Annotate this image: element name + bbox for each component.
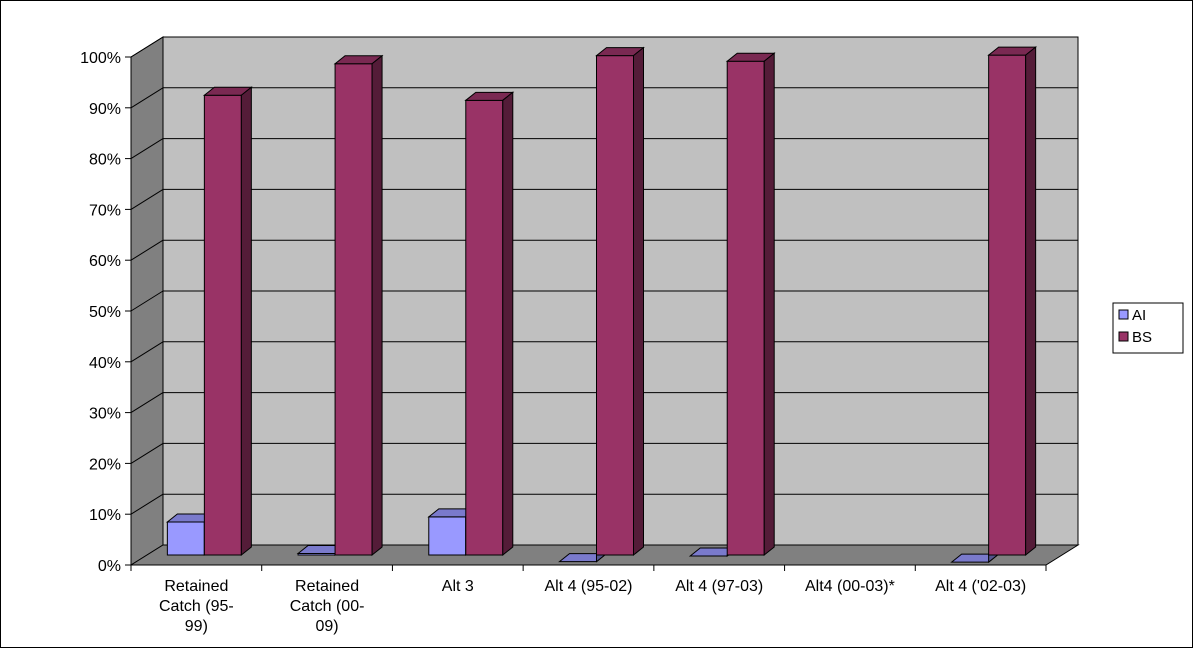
- bar-bs: [725, 52, 776, 557]
- bar-bs: [333, 54, 384, 557]
- gridline-side: [130, 87, 164, 109]
- y-tick-label: 20%: [89, 456, 121, 473]
- y-tick-label: 40%: [89, 355, 121, 372]
- x-tick-label: Alt 4 (97-03): [675, 578, 763, 595]
- legend-label: BS: [1132, 329, 1152, 346]
- y-tick-label: 60%: [89, 253, 121, 270]
- gridline-side: [130, 188, 164, 210]
- y-tick-label: 10%: [89, 507, 121, 524]
- x-tick-label: Alt 4 ('02-03): [935, 578, 1026, 595]
- x-tick-label: Retained Catch (95-99): [159, 578, 234, 635]
- bar-side: [1025, 46, 1037, 557]
- legend-label: AI: [1132, 307, 1146, 324]
- gridline-side: [130, 493, 164, 515]
- bar-front: [596, 55, 634, 556]
- x-tick-label: Alt 3: [442, 578, 474, 595]
- bar-front: [166, 521, 205, 556]
- gridline-side: [130, 442, 164, 464]
- bar-side: [763, 52, 775, 557]
- bar-front: [988, 54, 1027, 556]
- y-tick-label: 70%: [89, 202, 121, 219]
- gridline-side: [130, 138, 164, 160]
- gridline-side: [130, 36, 164, 58]
- x-tick-label: Alt4 (00-03)*: [805, 578, 895, 595]
- legend-swatch: [1118, 309, 1129, 320]
- y-tick-label: 30%: [89, 406, 121, 423]
- bar-side: [633, 46, 644, 557]
- y-tick-label: 90%: [89, 101, 121, 118]
- y-tick-labels: 0% 10% 20% 30% 40% 50% 60% 70% 80% 90% 100%: [80, 50, 121, 575]
- bar-side: [371, 54, 383, 557]
- y-tick-label: 50%: [89, 304, 121, 321]
- gridline-side: [130, 290, 164, 312]
- bar-side: [240, 86, 252, 557]
- gridline-side: [130, 239, 164, 261]
- bar-bs: [202, 86, 253, 557]
- x-tick-label: Alt 4 (95-02): [544, 578, 632, 595]
- y-tick-label: 100%: [80, 50, 121, 67]
- legend-swatch: [1118, 331, 1129, 342]
- y-tick-label: 80%: [89, 152, 121, 169]
- axes: [125, 56, 1047, 571]
- bar-side: [502, 91, 514, 557]
- bar-front: [465, 99, 504, 556]
- legend: AI BS: [1112, 302, 1184, 354]
- bar-front: [428, 516, 467, 556]
- gridline-side: [130, 341, 164, 363]
- gridline-side: [130, 392, 164, 414]
- x-tick-labels: Retained Catch (95-99) Retained Catch (00-0…: [159, 578, 1026, 635]
- bar-bs: [464, 91, 515, 557]
- x-tick-label: Retained Catch (00-09): [290, 578, 365, 635]
- bar-front: [334, 63, 373, 556]
- bar-front: [203, 94, 242, 556]
- bar-bs: [595, 46, 645, 557]
- bars: [165, 46, 1038, 564]
- y-tick-label: 0%: [98, 558, 121, 575]
- bar-front: [726, 60, 765, 556]
- bar-bs: [987, 46, 1038, 557]
